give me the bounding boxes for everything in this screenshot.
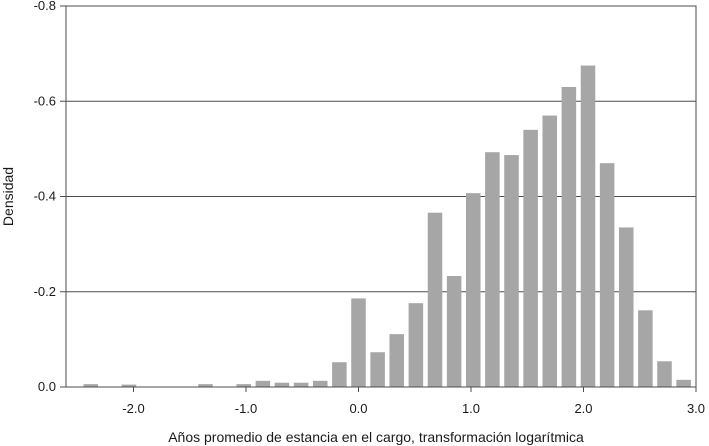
histogram-bar: [121, 384, 137, 387]
histogram-bar: [255, 380, 271, 387]
histogram-bar: [293, 382, 309, 387]
histogram-bar: [198, 384, 213, 387]
histogram-bar: [389, 334, 405, 387]
histogram-bar: [332, 362, 347, 387]
histogram-bar: [542, 115, 558, 387]
histogram-bar: [561, 86, 577, 388]
y-tick-label: -0.8: [34, 0, 56, 13]
y-tick-label: 0.0: [38, 379, 56, 394]
histogram-bar: [351, 298, 366, 387]
histogram-bar: [504, 155, 519, 387]
x-tick-label: 3.0: [687, 401, 705, 416]
histogram-bar: [485, 152, 500, 387]
histogram-bar: [523, 129, 538, 387]
histogram-bars: [83, 65, 691, 388]
histogram-bar: [312, 380, 328, 387]
histogram-bar: [676, 379, 691, 387]
histogram-bar: [657, 361, 672, 387]
x-tick-label: 0.0: [349, 401, 367, 416]
histogram-bar: [83, 384, 99, 387]
x-tick-label: -1.0: [235, 401, 257, 416]
histogram-bar: [446, 276, 462, 387]
histogram-bar: [274, 382, 290, 387]
histogram-bar: [427, 212, 443, 387]
x-tick-label: 1.0: [462, 401, 480, 416]
histogram-bar: [599, 163, 615, 387]
x-tick-label: -2.0: [122, 401, 144, 416]
histogram-bar: [580, 65, 596, 387]
histogram-bar: [638, 310, 653, 387]
y-axis-label: Densidad: [0, 167, 16, 226]
x-tick-label: 2.0: [574, 401, 592, 416]
histogram-bar: [465, 193, 481, 387]
histogram-bar: [370, 352, 385, 387]
x-axis-label: Años promedio de estancia en el cargo, t…: [168, 429, 584, 445]
y-tick-label: -0.2: [34, 284, 56, 299]
y-tick-label: -0.6: [34, 93, 56, 108]
histogram-bar: [618, 227, 634, 387]
y-tick-label: -0.4: [34, 189, 56, 204]
x-axis-ticks: -2.0 -1.0 0.0 1.0 2.0 3.0: [122, 387, 705, 416]
y-axis-ticks: 0.0 -0.2 -0.4 -0.6 -0.8: [34, 0, 66, 394]
histogram-bar: [236, 384, 252, 387]
histogram-bar: [408, 303, 424, 387]
